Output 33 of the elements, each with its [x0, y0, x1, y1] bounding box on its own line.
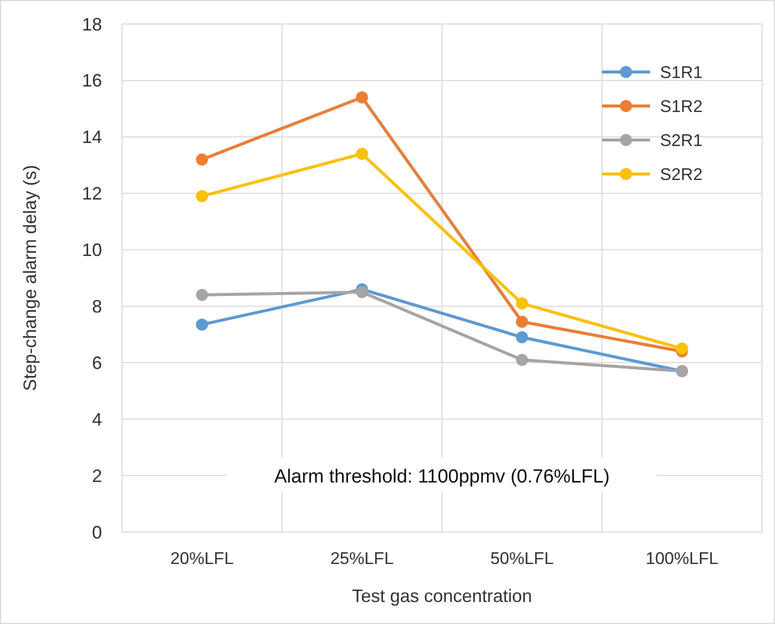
legend-label: S2R1 [660, 130, 703, 150]
point [356, 148, 368, 160]
x-tick-label: 25%LFL [330, 549, 394, 568]
x-tick-label: 100%LFL [646, 549, 718, 568]
point [516, 316, 528, 328]
point [516, 331, 528, 344]
point [676, 342, 688, 355]
y-tick-label: 16 [82, 70, 102, 91]
y-tick-label: 10 [82, 240, 102, 260]
y-tick-label: 12 [82, 184, 102, 204]
y-tick-label: 2 [92, 466, 102, 486]
y-tick-label: 4 [92, 409, 102, 430]
point [516, 354, 528, 366]
point [516, 297, 528, 310]
y-axis-title: Step-change alarm delay (s) [20, 164, 40, 392]
legend-label: S1R2 [660, 96, 703, 116]
y-tick-label: 18 [82, 14, 102, 34]
point [196, 190, 208, 202]
legend-label: S1R1 [660, 62, 703, 82]
point [196, 288, 208, 301]
point [196, 318, 208, 331]
y-tick-label: 0 [92, 522, 102, 542]
point [356, 286, 368, 298]
point [356, 91, 368, 104]
x-axis-title: Test gas concentration [352, 586, 532, 606]
annotation: Alarm threshold: 1100ppmv (0.76%LFL) [274, 466, 610, 488]
x-tick-label: 50%LFL [490, 549, 554, 568]
point [196, 153, 208, 166]
y-tick-label: 8 [92, 296, 102, 317]
x-tick-label: 20%LFL [170, 549, 234, 568]
legend-label: S2R2 [660, 164, 703, 184]
y-tick-label: 6 [92, 352, 102, 373]
y-tick-label: 14 [82, 127, 102, 148]
